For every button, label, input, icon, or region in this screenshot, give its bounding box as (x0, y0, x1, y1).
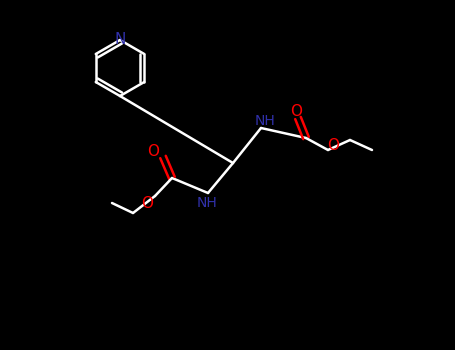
Text: O: O (147, 145, 159, 160)
Text: NH: NH (197, 196, 217, 210)
Text: NH: NH (255, 114, 275, 128)
Text: O: O (290, 104, 302, 119)
Text: O: O (141, 196, 153, 211)
Text: N: N (114, 33, 126, 48)
Text: O: O (327, 138, 339, 153)
